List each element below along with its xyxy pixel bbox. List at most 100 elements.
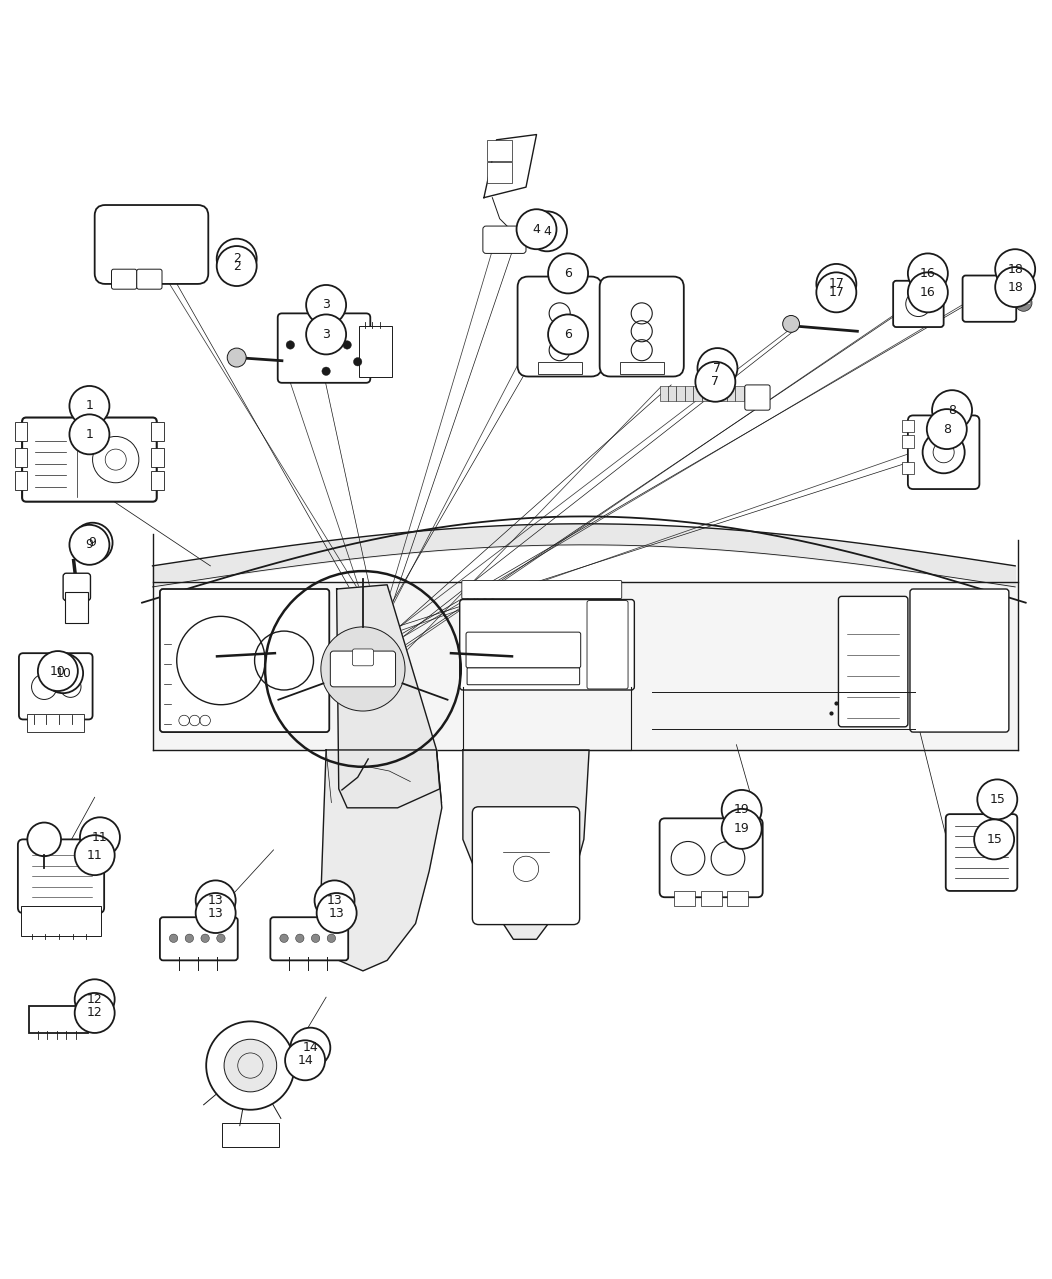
- Circle shape: [69, 524, 109, 565]
- Text: 4: 4: [543, 225, 551, 238]
- FancyBboxPatch shape: [902, 435, 914, 448]
- FancyBboxPatch shape: [745, 385, 770, 411]
- FancyBboxPatch shape: [65, 592, 88, 623]
- Circle shape: [75, 980, 115, 1019]
- FancyBboxPatch shape: [112, 269, 137, 289]
- Text: 16: 16: [920, 285, 935, 299]
- Text: 13: 13: [329, 907, 344, 920]
- Text: 13: 13: [208, 907, 223, 920]
- Text: 18: 18: [1007, 280, 1024, 294]
- Circle shape: [306, 315, 346, 354]
- Circle shape: [321, 627, 405, 711]
- Circle shape: [69, 414, 109, 454]
- Circle shape: [527, 211, 567, 251]
- Text: 18: 18: [1007, 262, 1024, 276]
- FancyBboxPatch shape: [710, 386, 719, 400]
- Text: 14: 14: [303, 1041, 318, 1054]
- Text: 13: 13: [208, 894, 223, 907]
- Text: 2: 2: [232, 260, 241, 272]
- Text: 15: 15: [986, 833, 1003, 845]
- FancyBboxPatch shape: [27, 714, 84, 732]
- Polygon shape: [463, 749, 589, 939]
- Text: 9: 9: [85, 538, 94, 551]
- FancyBboxPatch shape: [352, 648, 373, 666]
- FancyBboxPatch shape: [701, 891, 722, 906]
- Text: 6: 6: [564, 327, 572, 341]
- Circle shape: [217, 934, 225, 943]
- Circle shape: [315, 880, 355, 921]
- Text: 19: 19: [734, 803, 749, 816]
- FancyBboxPatch shape: [19, 654, 93, 720]
- FancyBboxPatch shape: [330, 651, 396, 687]
- Text: 13: 13: [327, 894, 342, 907]
- Circle shape: [290, 1028, 330, 1068]
- Text: 8: 8: [948, 404, 956, 417]
- Circle shape: [977, 779, 1017, 820]
- Text: 16: 16: [920, 267, 935, 280]
- FancyBboxPatch shape: [719, 386, 727, 400]
- Circle shape: [217, 239, 257, 279]
- Circle shape: [353, 358, 362, 366]
- FancyBboxPatch shape: [483, 226, 526, 253]
- Text: 9: 9: [88, 536, 97, 549]
- Circle shape: [695, 362, 735, 402]
- Text: 7: 7: [711, 375, 720, 389]
- FancyBboxPatch shape: [22, 417, 157, 501]
- Circle shape: [306, 285, 346, 325]
- Circle shape: [75, 835, 115, 875]
- Circle shape: [548, 315, 588, 354]
- FancyBboxPatch shape: [18, 839, 104, 913]
- Circle shape: [206, 1022, 295, 1110]
- Circle shape: [201, 934, 209, 943]
- Text: 14: 14: [298, 1054, 312, 1067]
- Text: 3: 3: [322, 298, 330, 312]
- Text: 12: 12: [87, 993, 102, 1005]
- Text: 8: 8: [943, 422, 951, 436]
- FancyBboxPatch shape: [693, 386, 702, 400]
- Circle shape: [196, 880, 236, 921]
- FancyBboxPatch shape: [472, 807, 580, 925]
- FancyBboxPatch shape: [462, 581, 622, 599]
- Text: 17: 17: [828, 285, 845, 299]
- Circle shape: [80, 817, 120, 857]
- Circle shape: [27, 822, 61, 856]
- FancyBboxPatch shape: [702, 386, 710, 400]
- Text: 17: 17: [828, 278, 845, 290]
- FancyBboxPatch shape: [222, 1123, 279, 1146]
- Circle shape: [517, 210, 557, 249]
- Circle shape: [227, 348, 246, 367]
- Text: 7: 7: [713, 362, 722, 375]
- FancyBboxPatch shape: [160, 590, 329, 732]
- FancyBboxPatch shape: [487, 162, 512, 183]
- FancyBboxPatch shape: [278, 313, 370, 382]
- Circle shape: [286, 340, 295, 349]
- Text: 11: 11: [87, 849, 102, 862]
- FancyBboxPatch shape: [466, 632, 581, 668]
- FancyBboxPatch shape: [538, 362, 582, 375]
- Polygon shape: [337, 585, 440, 808]
- FancyBboxPatch shape: [63, 573, 90, 601]
- Circle shape: [185, 934, 194, 943]
- Text: 12: 12: [87, 1007, 102, 1019]
- Text: 2: 2: [232, 252, 241, 265]
- Circle shape: [280, 934, 288, 943]
- Circle shape: [169, 934, 178, 943]
- Circle shape: [285, 1040, 325, 1081]
- Circle shape: [816, 263, 856, 304]
- Circle shape: [75, 993, 115, 1033]
- Circle shape: [343, 340, 351, 349]
- FancyBboxPatch shape: [160, 917, 238, 961]
- FancyBboxPatch shape: [660, 819, 763, 898]
- Text: 3: 3: [322, 327, 330, 341]
- FancyBboxPatch shape: [15, 448, 27, 467]
- FancyBboxPatch shape: [685, 386, 693, 400]
- Circle shape: [995, 267, 1035, 307]
- FancyBboxPatch shape: [727, 386, 735, 400]
- FancyBboxPatch shape: [910, 590, 1009, 732]
- Circle shape: [38, 651, 78, 691]
- Circle shape: [322, 367, 330, 376]
- Circle shape: [196, 893, 236, 932]
- FancyBboxPatch shape: [487, 139, 512, 161]
- FancyBboxPatch shape: [21, 906, 101, 936]
- Text: 19: 19: [734, 822, 749, 835]
